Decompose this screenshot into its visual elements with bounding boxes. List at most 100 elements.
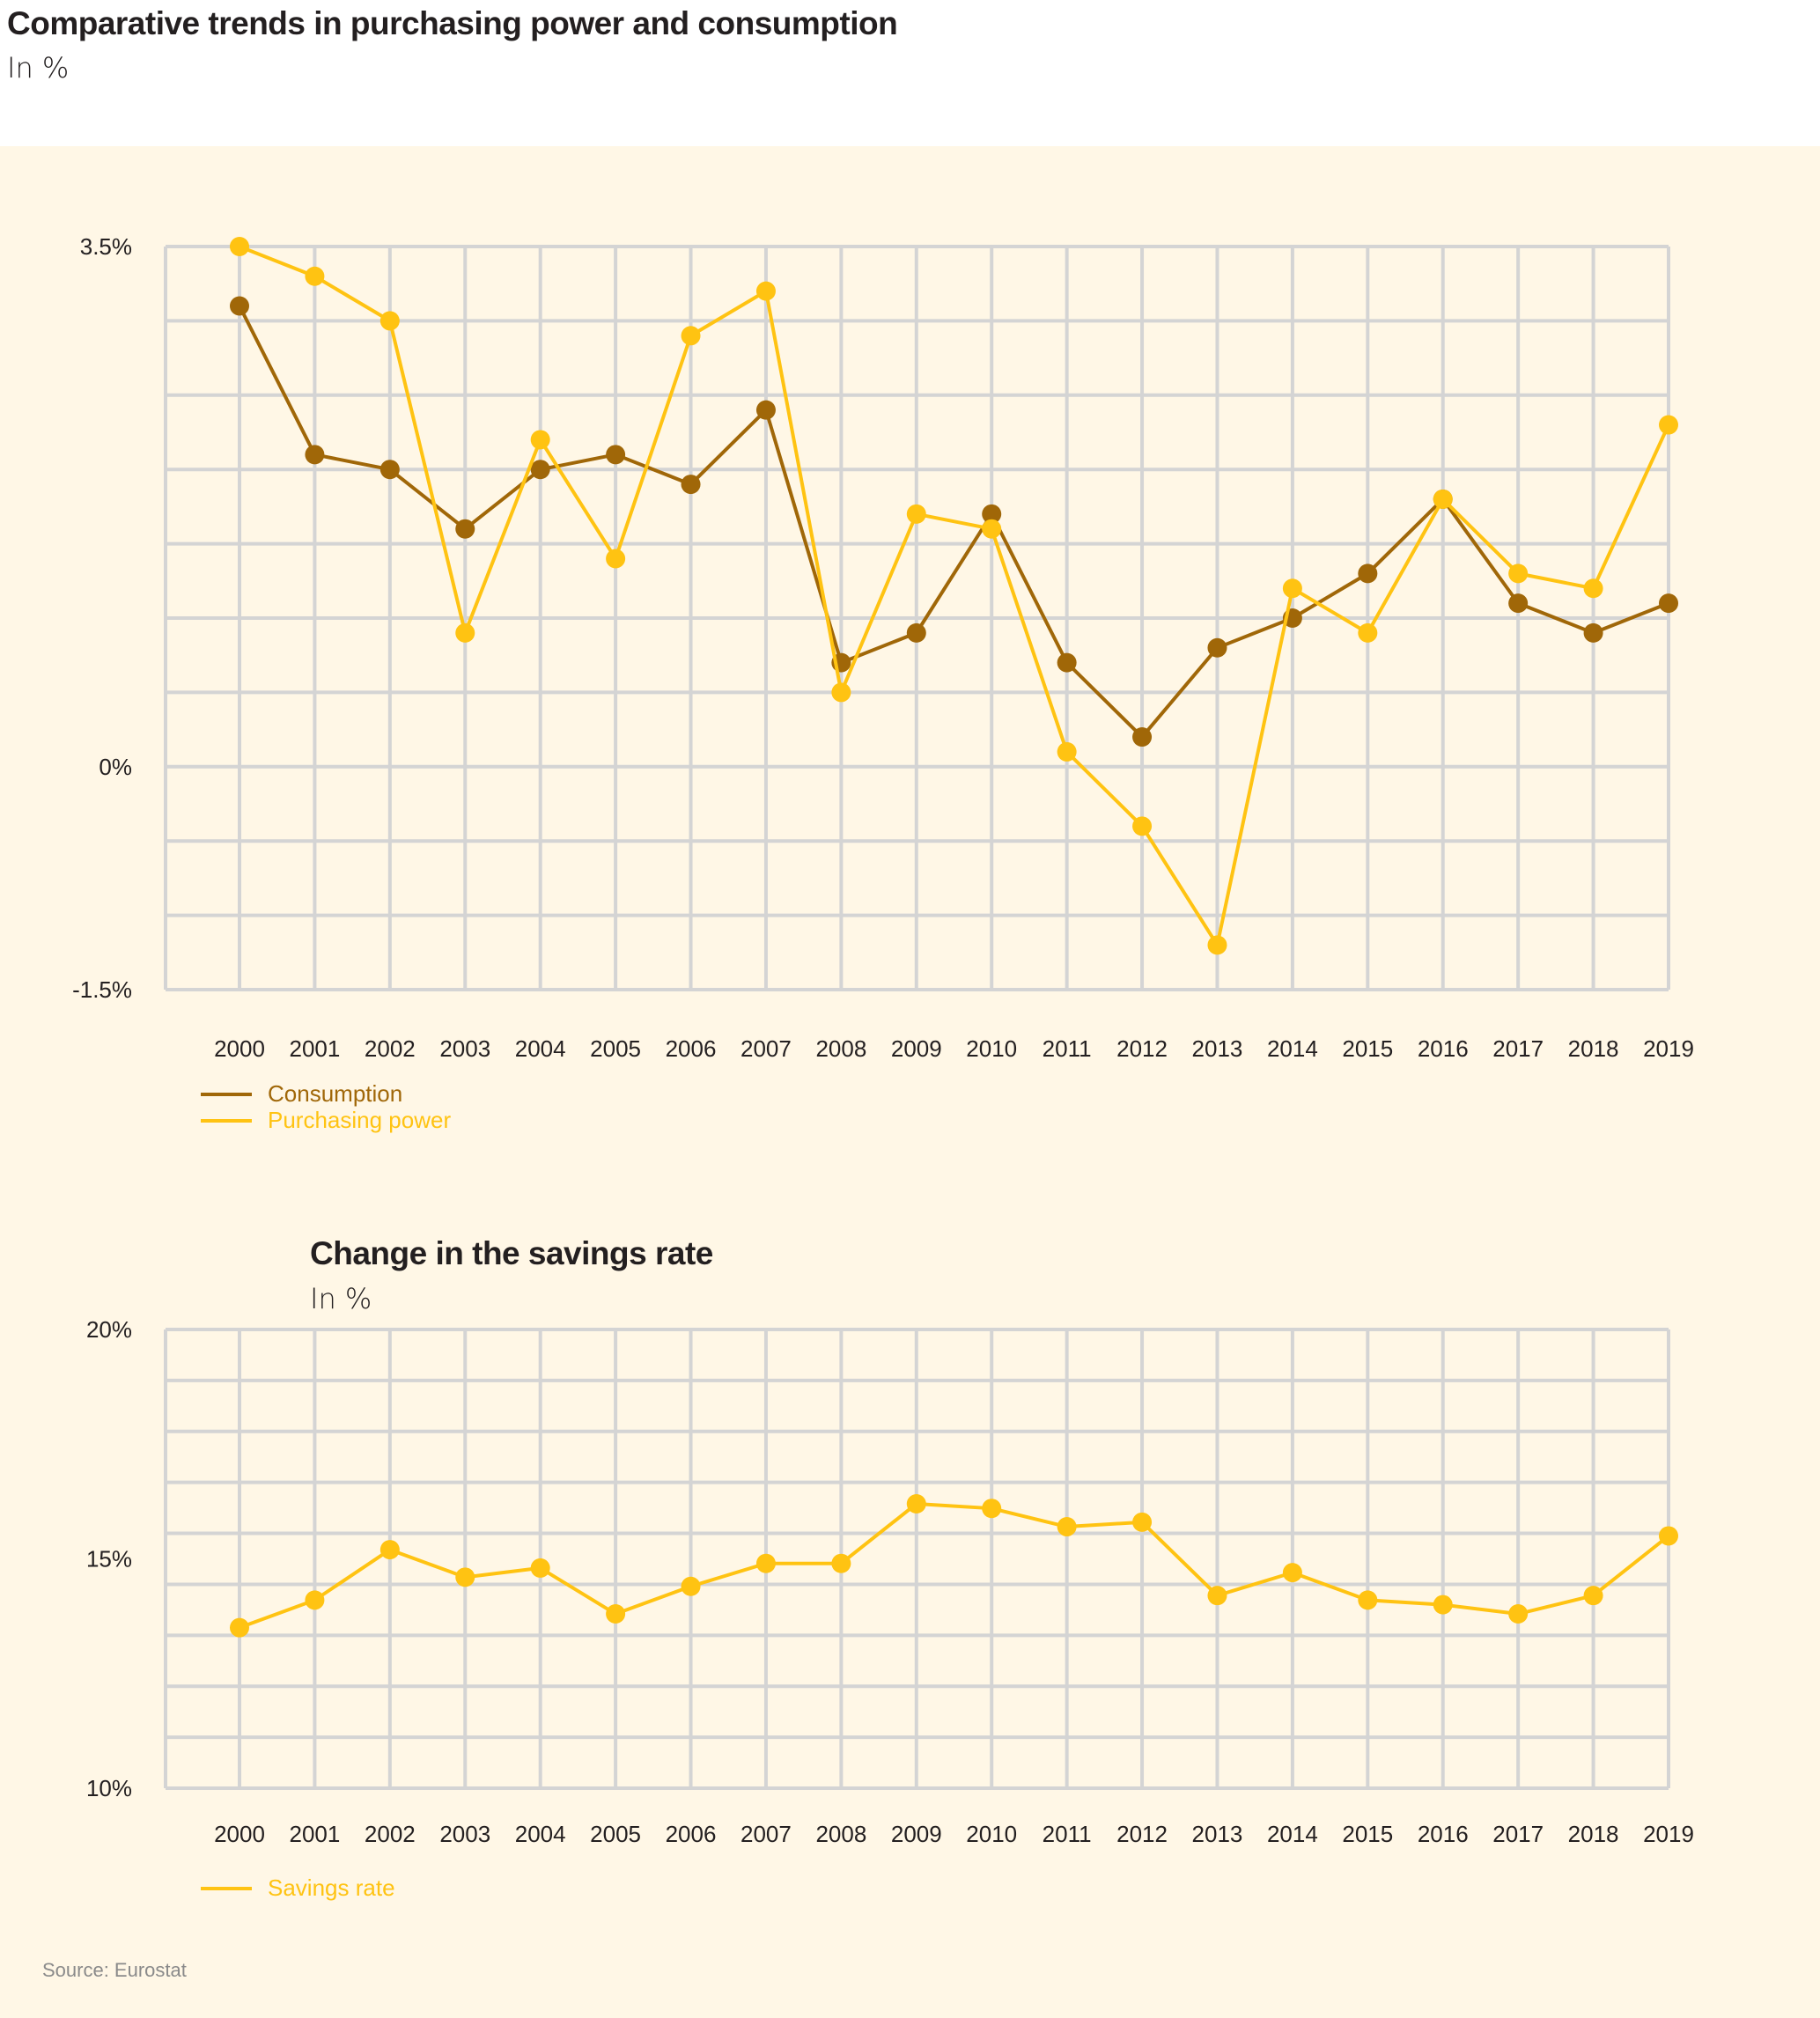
data-point bbox=[681, 1576, 701, 1596]
chart-2-title: Change in the savings rate bbox=[310, 1235, 713, 1271]
data-point bbox=[606, 445, 626, 465]
data-point bbox=[1659, 593, 1678, 614]
series-line bbox=[238, 305, 1669, 740]
chart-1: 3.5% 0% -1.5% 2000 2001 2002 2003 2004 2005 2006 2… bbox=[72, 233, 1694, 1133]
y-tick-label: 20% bbox=[86, 1316, 132, 1343]
data-point bbox=[305, 445, 325, 465]
data-point bbox=[530, 430, 550, 450]
x-tick-label: 2008 bbox=[815, 1035, 866, 1062]
x-tick-label: 2001 bbox=[289, 1035, 340, 1062]
data-point bbox=[982, 519, 1002, 539]
data-point bbox=[1358, 622, 1378, 643]
data-point bbox=[906, 622, 926, 643]
data-point bbox=[831, 682, 851, 703]
data-point bbox=[1433, 1595, 1453, 1615]
source-note: Source: Eurostat bbox=[42, 1959, 187, 1981]
x-tick-label: 2005 bbox=[590, 1821, 641, 1847]
series-line bbox=[239, 245, 1670, 947]
chart-1-title: Comparative trends in purchasing power a… bbox=[7, 5, 898, 41]
data-point bbox=[455, 622, 475, 643]
x-tick-label: 2014 bbox=[1267, 1821, 1318, 1847]
x-tick-label: 2019 bbox=[1643, 1821, 1694, 1847]
data-point bbox=[1358, 563, 1378, 584]
data-point bbox=[755, 1553, 776, 1573]
x-tick-label: 2016 bbox=[1418, 1821, 1469, 1847]
data-point bbox=[1508, 563, 1529, 584]
x-tick-label: 2002 bbox=[365, 1821, 416, 1847]
data-point bbox=[1132, 727, 1153, 748]
series-consumption bbox=[230, 296, 1678, 748]
legend-label: Consumption bbox=[268, 1080, 402, 1107]
data-point bbox=[530, 460, 550, 480]
x-tick-label: 2016 bbox=[1418, 1035, 1469, 1062]
legend-label: Savings rate bbox=[268, 1874, 395, 1901]
data-point bbox=[681, 475, 701, 495]
data-point bbox=[379, 460, 400, 480]
data-point bbox=[606, 1604, 626, 1624]
x-tick-label: 2008 bbox=[815, 1821, 866, 1847]
x-tick-label: 2003 bbox=[439, 1821, 490, 1847]
x-tick-label: 2007 bbox=[741, 1821, 792, 1847]
y-tick-label: 0% bbox=[99, 754, 132, 780]
x-tick-label: 2011 bbox=[1043, 1035, 1092, 1062]
x-tick-label: 2014 bbox=[1267, 1035, 1318, 1062]
y-tick-label: 10% bbox=[86, 1775, 132, 1801]
data-point bbox=[379, 1540, 400, 1560]
series-savings-rate bbox=[230, 1493, 1678, 1638]
data-point bbox=[1583, 578, 1603, 599]
x-tick-label: 2012 bbox=[1116, 1035, 1168, 1062]
x-tick-label: 2006 bbox=[666, 1035, 717, 1062]
data-point bbox=[982, 1499, 1002, 1519]
data-point bbox=[1358, 1590, 1378, 1610]
x-tick-label: 2004 bbox=[515, 1821, 566, 1847]
data-point bbox=[681, 326, 701, 346]
x-tick-label: 2002 bbox=[365, 1035, 416, 1062]
x-tick-label: 2005 bbox=[590, 1035, 641, 1062]
x-tick-label: 2000 bbox=[214, 1821, 265, 1847]
chart-1-subtitle: In % bbox=[7, 51, 70, 85]
data-point bbox=[982, 504, 1002, 524]
x-tick-label: 2013 bbox=[1192, 1035, 1243, 1062]
data-point bbox=[1433, 489, 1453, 509]
series-line bbox=[239, 1501, 1670, 1630]
data-point bbox=[1207, 637, 1227, 658]
chart-2-subtitle: In % bbox=[310, 1282, 372, 1315]
x-tick-label: 2017 bbox=[1492, 1821, 1544, 1847]
x-tick-label: 2010 bbox=[966, 1035, 1017, 1062]
data-point bbox=[906, 504, 926, 524]
y-tick-label: -1.5% bbox=[72, 976, 132, 1003]
data-point bbox=[455, 519, 475, 539]
x-tick-label: 2001 bbox=[289, 1821, 340, 1847]
x-tick-label: 2019 bbox=[1643, 1035, 1694, 1062]
x-tick-label: 2011 bbox=[1043, 1821, 1092, 1847]
x-tick-label: 2015 bbox=[1342, 1035, 1393, 1062]
data-point bbox=[530, 1558, 550, 1578]
x-tick-label: 2018 bbox=[1568, 1821, 1619, 1847]
x-tick-label: 2013 bbox=[1192, 1821, 1243, 1847]
data-point bbox=[1583, 1586, 1603, 1606]
y-tick-label: 15% bbox=[86, 1546, 132, 1572]
x-tick-label: 2009 bbox=[891, 1035, 942, 1062]
data-point bbox=[1132, 816, 1153, 836]
data-point bbox=[1508, 1604, 1529, 1624]
data-point bbox=[1207, 1586, 1227, 1606]
data-point bbox=[305, 266, 325, 286]
data-point bbox=[1659, 415, 1678, 435]
data-point bbox=[1583, 622, 1603, 643]
legend-label: Purchasing power bbox=[268, 1107, 451, 1133]
data-point bbox=[1282, 578, 1302, 599]
data-point bbox=[1057, 1517, 1077, 1537]
data-point bbox=[230, 296, 249, 316]
x-tick-label: 2007 bbox=[741, 1035, 792, 1062]
data-point bbox=[230, 237, 249, 256]
series-purchasing-power bbox=[230, 237, 1678, 955]
x-tick-label: 2000 bbox=[214, 1035, 265, 1062]
data-point bbox=[1659, 1526, 1678, 1546]
data-point bbox=[305, 1590, 325, 1610]
data-point bbox=[906, 1493, 926, 1514]
header-band bbox=[0, 0, 1820, 146]
data-point bbox=[606, 549, 626, 569]
data-point bbox=[1057, 652, 1077, 673]
y-tick-label: 3.5% bbox=[80, 233, 132, 260]
